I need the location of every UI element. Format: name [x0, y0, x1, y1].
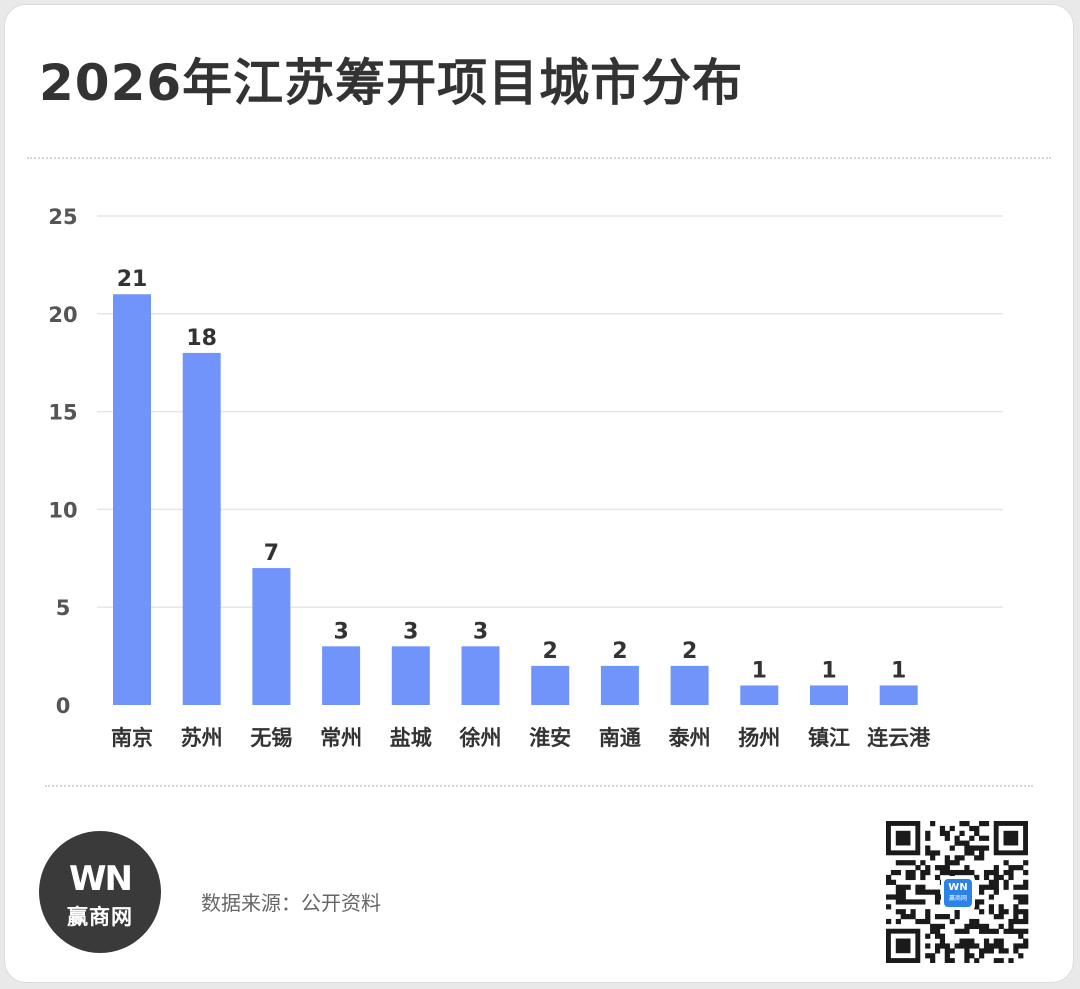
chart-title: 2026年江苏筹开项目城市分布 [39, 54, 744, 112]
qr-code-pattern [886, 821, 1029, 964]
bar [879, 685, 918, 705]
bar [252, 568, 291, 705]
category-label: 扬州 [738, 726, 780, 750]
category-label: 淮安 [529, 726, 571, 750]
bar [182, 352, 221, 705]
bar [810, 685, 848, 705]
y-tick-label: 20 [48, 303, 77, 327]
y-tick-label: 15 [48, 401, 77, 425]
category-label: 连云港 [867, 726, 931, 750]
value-label: 1 [821, 658, 836, 683]
value-label: 1 [752, 658, 767, 683]
category-label: 泰州 [668, 726, 711, 750]
bar [670, 665, 709, 705]
value-label: 2 [682, 639, 697, 664]
qr-code-icon: WN 赢商网 [881, 821, 1033, 964]
value-label: 18 [186, 326, 217, 351]
y-tick-label: 5 [56, 596, 71, 620]
value-label: 3 [473, 619, 488, 644]
bar [740, 685, 779, 705]
value-label: 1 [891, 658, 906, 683]
category-label: 南通 [599, 726, 641, 750]
value-label: 21 [117, 267, 148, 292]
value-label: 3 [333, 619, 348, 644]
category-label: 盐城 [390, 726, 432, 750]
data-source: 数据来源：公开资料 [201, 891, 381, 915]
grid-lines [97, 215, 1003, 608]
title-divider [27, 157, 1051, 159]
bars [113, 294, 918, 705]
qr-badge: WN 赢商网 [941, 876, 975, 910]
value-label: 2 [543, 639, 558, 664]
value-label: 7 [264, 541, 279, 566]
chart-card: 2026年江苏筹开项目城市分布 0 5 10 15 20 25 21 18 7 3 3 3 2 2 2 1 1… [4, 4, 1074, 983]
value-label: 2 [612, 639, 627, 664]
y-tick-label: 0 [56, 694, 71, 718]
bar [461, 646, 500, 705]
category-label: 南京 [111, 726, 153, 750]
qr-badge-logo-icon: WN 赢商网 [944, 879, 972, 907]
category-label: 苏州 [181, 726, 223, 750]
value-label: 3 [403, 619, 418, 644]
qr-badge-text: 赢商网 [948, 895, 967, 902]
bar [113, 294, 151, 705]
category-label: 徐州 [459, 726, 502, 750]
category-label: 常州 [320, 726, 362, 750]
bar [391, 646, 430, 705]
category-label: 镇江 [808, 726, 850, 750]
bar [600, 665, 639, 705]
y-tick-label: 10 [48, 498, 77, 522]
footer-divider [45, 785, 1033, 787]
winshang-logo-icon: WN 赢商网 [39, 831, 161, 953]
bar [322, 646, 361, 705]
y-tick-label: 25 [48, 205, 77, 229]
qr-badge-mark: WN [948, 882, 968, 893]
category-label: 无锡 [250, 726, 292, 750]
category-labels: 南京 苏州 无锡 常州 盐城 徐州 淮安 南通 泰州 扬州 镇江 连云港 [111, 726, 931, 750]
bar [531, 665, 570, 705]
y-axis-ticks: 0 5 10 15 20 25 [48, 205, 77, 718]
logo-mark: WN [69, 859, 133, 899]
logo-text: 赢商网 [67, 905, 133, 929]
